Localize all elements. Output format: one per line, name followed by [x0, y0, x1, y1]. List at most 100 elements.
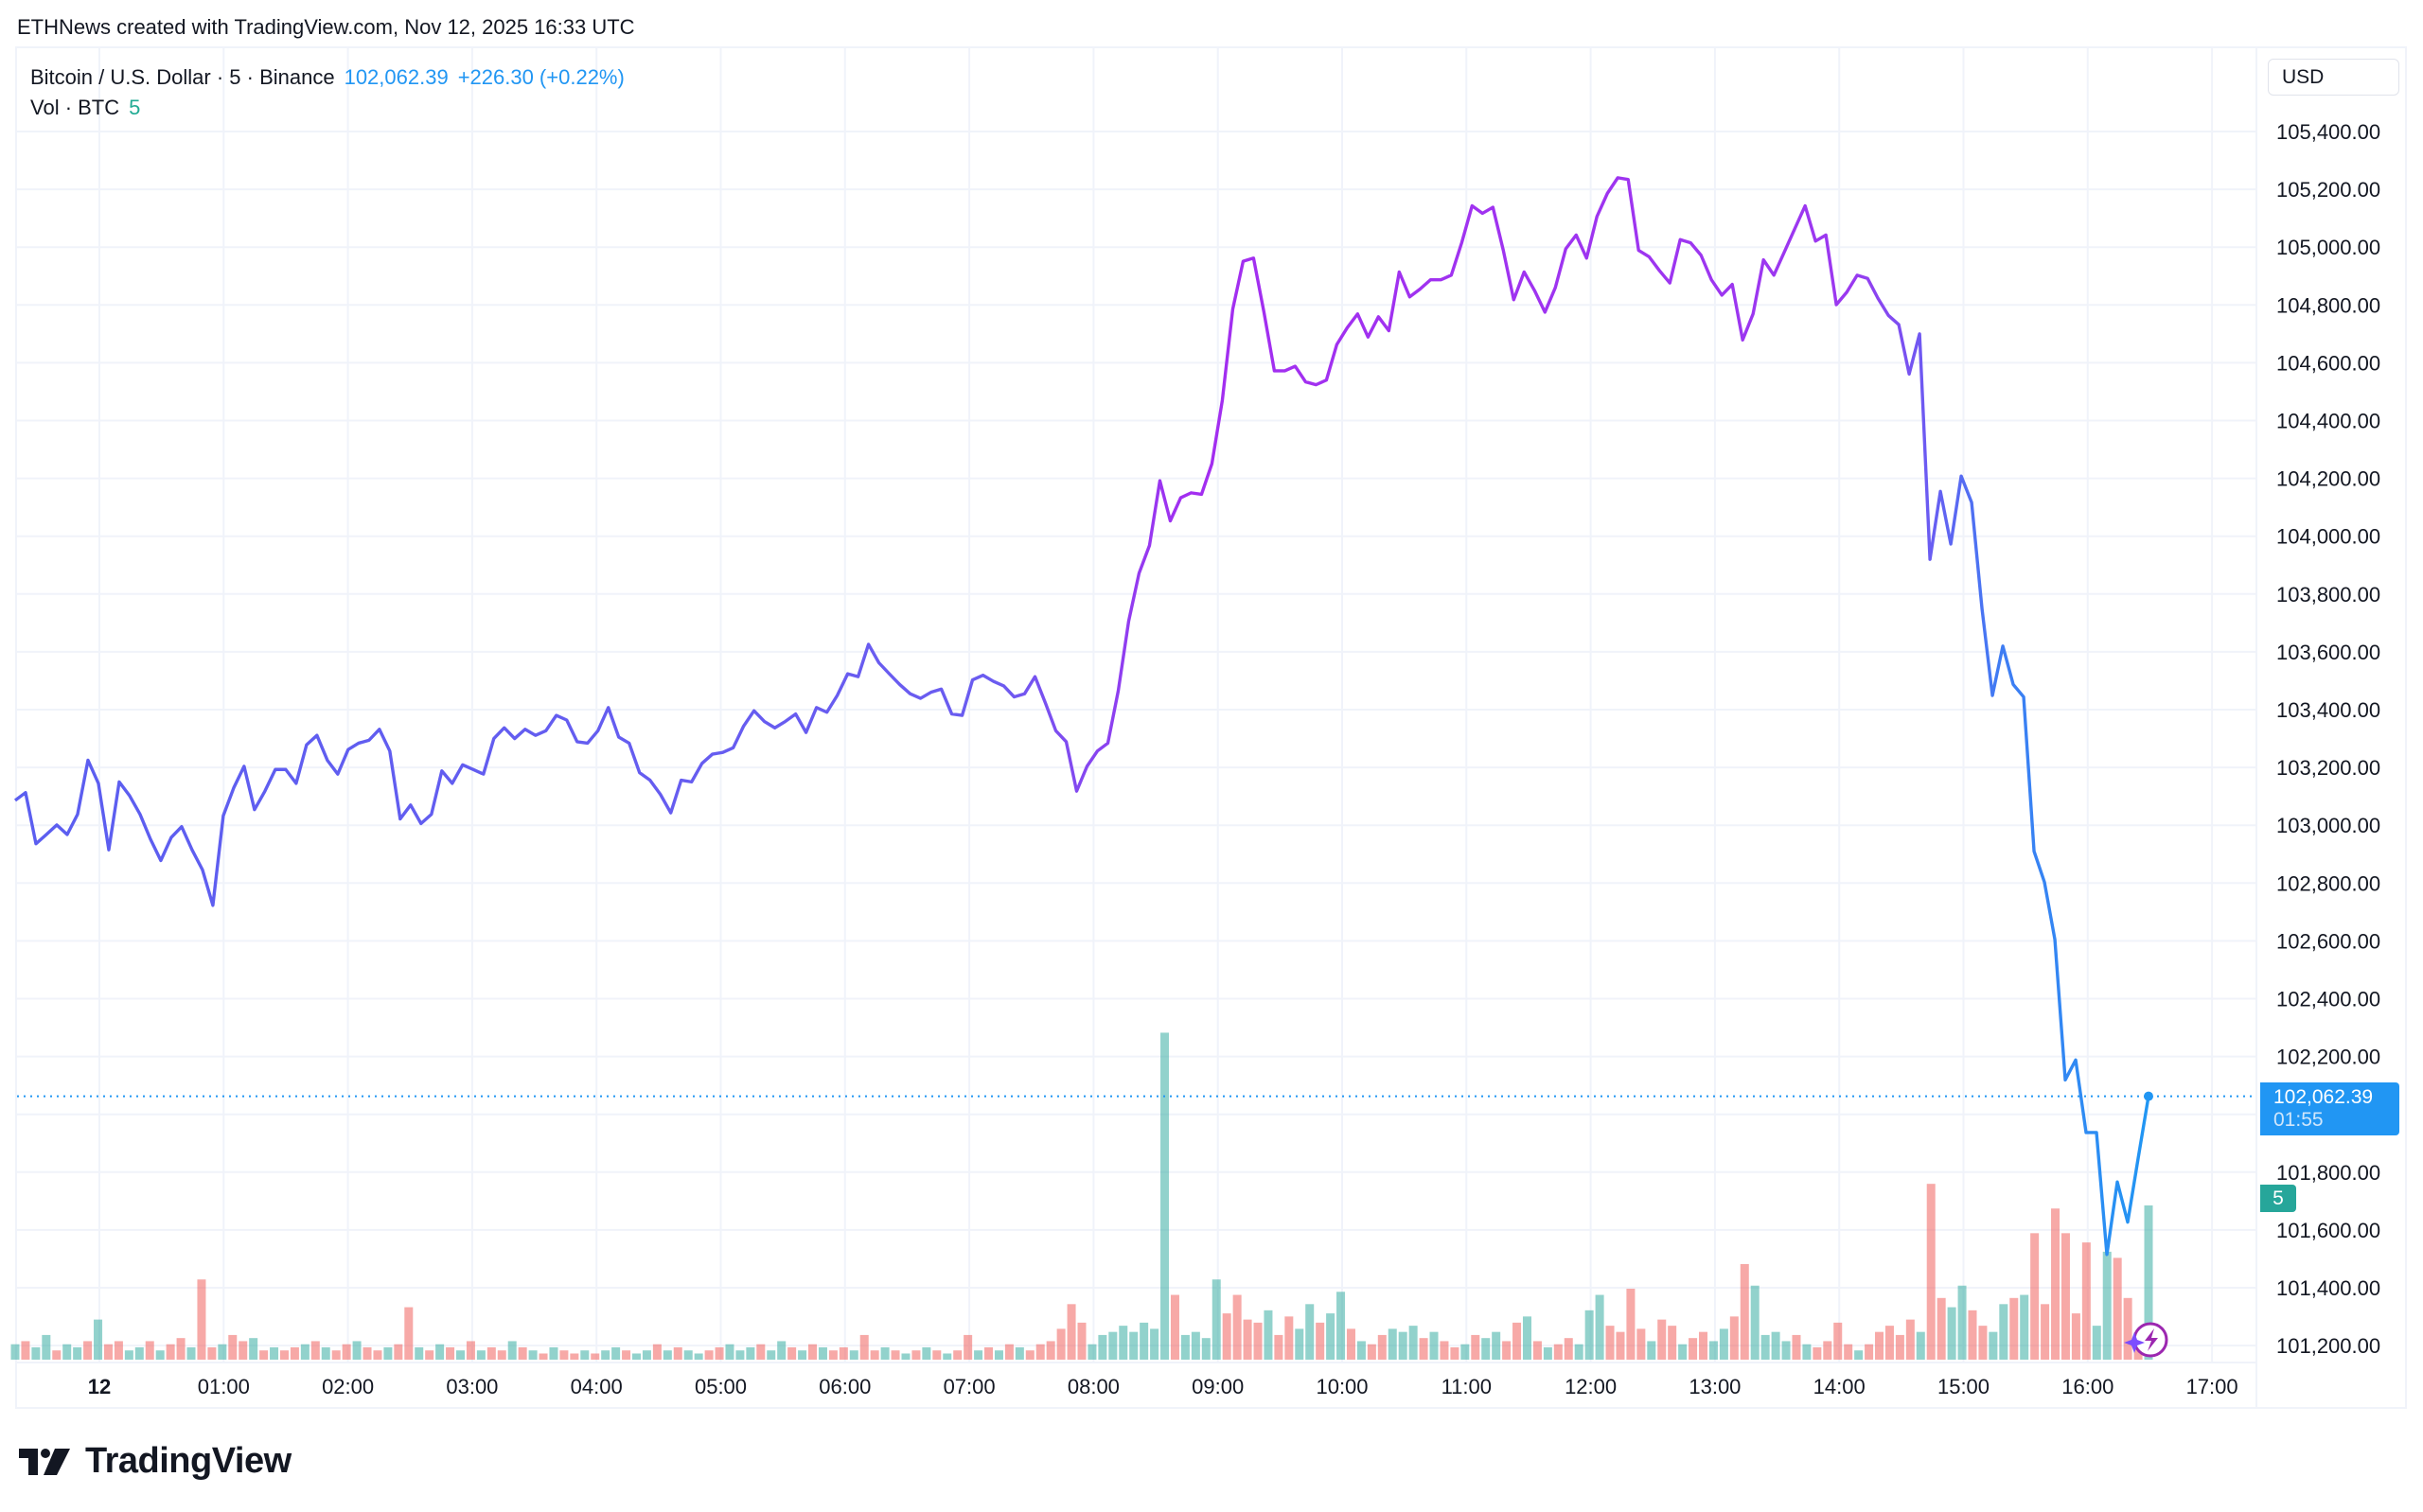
volume-bar — [300, 1344, 310, 1360]
volume-bar — [611, 1346, 621, 1360]
volume-bar — [2123, 1297, 2132, 1360]
volume-bar — [901, 1353, 911, 1360]
volume-bar — [539, 1353, 548, 1360]
price-tick-label: 101,400.00 — [2276, 1276, 2380, 1300]
volume-bar — [1336, 1292, 1346, 1360]
time-tick-label: 08:00 — [1068, 1375, 1120, 1398]
volume-bar — [476, 1350, 486, 1360]
legend-volume-row[interactable]: Vol · BTC 5 — [30, 93, 625, 123]
volume-bar — [704, 1350, 714, 1360]
bar-countdown: 01:55 — [2273, 1109, 2324, 1131]
volume-bar — [1004, 1344, 1014, 1360]
volume-bar — [1481, 1338, 1491, 1360]
time-tick-label: 12:00 — [1565, 1375, 1617, 1398]
volume-bar — [1636, 1328, 1646, 1360]
volume-bar — [1532, 1341, 1542, 1360]
volume-bar — [1129, 1331, 1139, 1360]
volume-bar — [73, 1346, 82, 1360]
volume-bar — [1989, 1331, 1998, 1360]
volume-bar — [1616, 1331, 1625, 1360]
volume-bar — [943, 1353, 952, 1360]
brand-name: TradingView — [85, 1441, 292, 1481]
volume-bar — [580, 1350, 590, 1360]
grid — [17, 48, 2257, 1407]
legend-symbol: Bitcoin / U.S. Dollar · 5 · Binance — [30, 65, 335, 89]
volume-bar — [1678, 1344, 1688, 1360]
price-tick-label: 101,800.00 — [2276, 1161, 2380, 1185]
volume-bar — [383, 1346, 393, 1360]
time-tick-label: 09:00 — [1192, 1375, 1244, 1398]
price-tick-label: 104,400.00 — [2276, 410, 2380, 433]
volume-bar — [1150, 1328, 1159, 1360]
time-tick-label: 16:00 — [2061, 1375, 2113, 1398]
legend-volume-value: 5 — [129, 96, 141, 119]
volume-bar — [591, 1353, 600, 1360]
volume-bar — [10, 1344, 20, 1360]
volume-bar — [2144, 1205, 2153, 1360]
volume-bar — [549, 1346, 558, 1360]
volume-bar — [652, 1344, 662, 1360]
legend-symbol-row[interactable]: Bitcoin / U.S. Dollar · 5 · Binance 102,0… — [30, 62, 625, 93]
volume-bar — [859, 1334, 869, 1360]
volume-bar — [1564, 1338, 1573, 1360]
volume-bar — [228, 1334, 238, 1360]
volume-bar — [42, 1334, 51, 1360]
volume-bar — [1440, 1341, 1449, 1360]
volume-bar — [270, 1346, 279, 1360]
tradingview-logo[interactable]: TradingView — [19, 1441, 292, 1482]
volume-bar — [1201, 1338, 1211, 1360]
volume-bar — [2009, 1297, 2019, 1360]
currency-button[interactable]: USD — [2268, 59, 2399, 96]
volume-bar — [21, 1341, 30, 1360]
volume-bar — [94, 1319, 103, 1360]
price-tick-label: 102,800.00 — [2276, 871, 2380, 895]
volume-bar — [166, 1344, 175, 1360]
time-tick-label: 04:00 — [571, 1375, 623, 1398]
volume-bar — [725, 1344, 734, 1360]
volume-bar — [342, 1344, 351, 1360]
volume-bar — [1398, 1331, 1407, 1360]
volume-bar — [2081, 1242, 2091, 1360]
price-tick-label: 105,200.00 — [2276, 178, 2380, 202]
volume-bar — [1056, 1328, 1066, 1360]
volume-bar — [673, 1346, 682, 1360]
volume-bar — [1140, 1322, 1149, 1360]
volume-bar — [746, 1346, 755, 1360]
volume-bar — [570, 1353, 579, 1360]
volume-bar — [1844, 1344, 1853, 1360]
volume-bar — [1553, 1344, 1563, 1360]
price-tick-label: 103,600.00 — [2276, 641, 2380, 664]
volume-bar — [1999, 1304, 2008, 1360]
volume-bar — [1760, 1334, 1770, 1360]
price-tick-label: 103,200.00 — [2276, 756, 2380, 780]
volume-bar — [528, 1350, 538, 1360]
volume-bar — [1947, 1307, 1956, 1360]
volume-bar — [1305, 1304, 1315, 1360]
time-tick-label: 13:00 — [1689, 1375, 1741, 1398]
volume-bar — [1191, 1331, 1200, 1360]
volume-bar — [455, 1350, 465, 1360]
volume-bar — [1668, 1326, 1677, 1360]
chart-frame[interactable] — [15, 46, 2407, 1409]
time-tick-label: 14:00 — [1813, 1375, 1866, 1398]
volume-bar — [1180, 1334, 1190, 1360]
volume-bar — [1035, 1344, 1045, 1360]
volume-bar — [1429, 1331, 1439, 1360]
volume-bar — [1699, 1331, 1708, 1360]
volume-bar — [1750, 1285, 1760, 1360]
volume-bar — [1708, 1341, 1718, 1360]
volume-bar — [2030, 1233, 2040, 1360]
volume-bar — [2060, 1233, 2070, 1360]
volume-bar — [1388, 1328, 1397, 1360]
volume-bar — [1792, 1334, 1801, 1360]
volume-bar — [507, 1341, 517, 1360]
volume-bar — [777, 1341, 787, 1360]
volume-bar — [1729, 1316, 1739, 1360]
price-tick-label: 104,000.00 — [2276, 525, 2380, 549]
volume-bar — [1813, 1346, 1822, 1360]
volume-bar — [1626, 1289, 1636, 1360]
volume-bar — [518, 1346, 527, 1360]
volume-bar — [1356, 1341, 1366, 1360]
volume-bar — [363, 1346, 372, 1360]
